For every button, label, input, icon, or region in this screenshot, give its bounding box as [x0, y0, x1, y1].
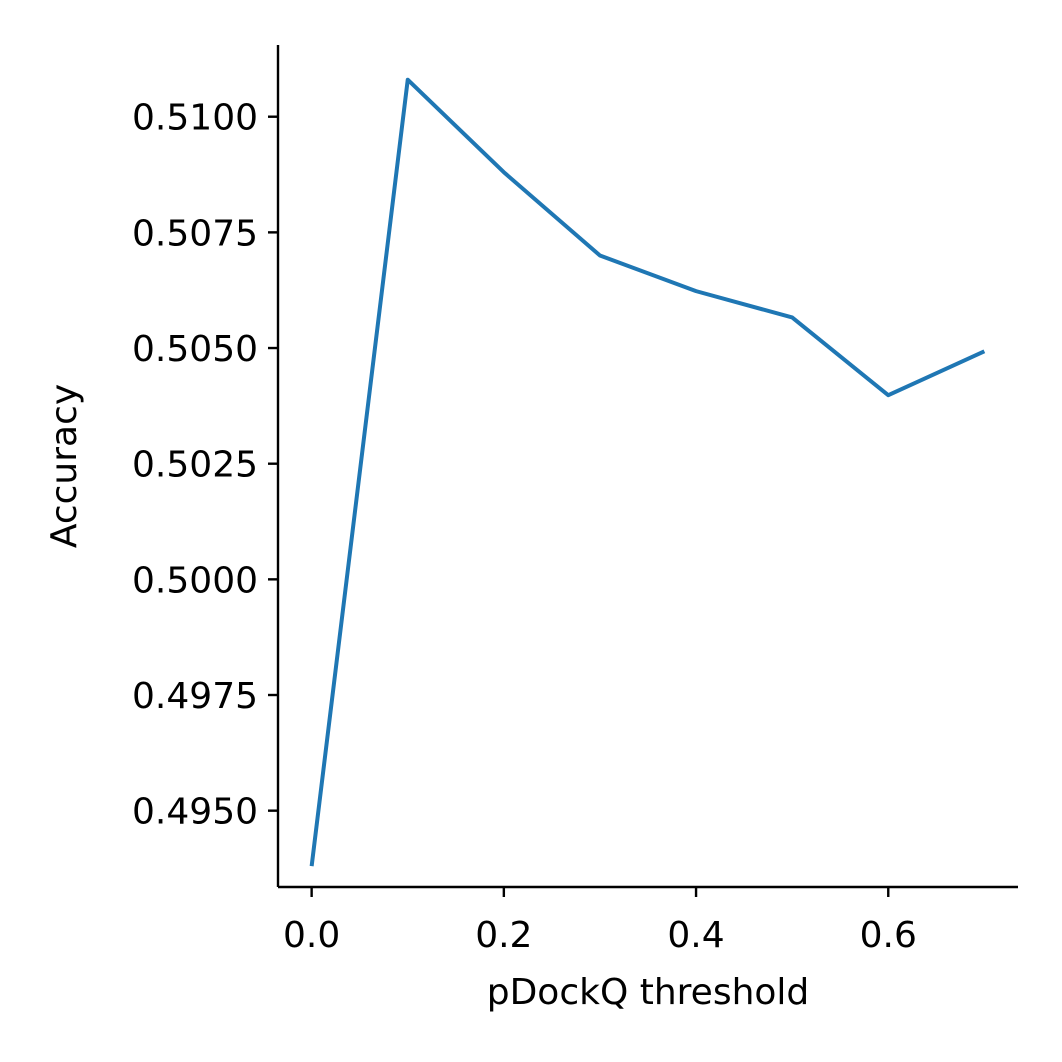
plot-area	[309, 77, 986, 867]
y-tick-label: 0.5050	[132, 329, 258, 370]
x-axis-label: pDockQ threshold	[487, 972, 810, 1013]
y-tick-label: 0.5025	[132, 445, 258, 486]
series-line	[309, 77, 986, 867]
y-tick-label: 0.5000	[132, 560, 258, 601]
y-axis-label: Accuracy	[44, 384, 85, 548]
x-tick-label: 0.2	[475, 915, 532, 956]
x-tick-label: 0.0	[283, 915, 340, 956]
y-tick-label: 0.5075	[132, 213, 258, 254]
y-tick-label: 0.4975	[132, 676, 258, 717]
x-tick-label: 0.6	[860, 915, 917, 956]
y-tick-label: 0.5100	[132, 98, 258, 139]
x-tick-label: 0.4	[667, 915, 724, 956]
y-axis-ticks: 0.4950 0.4975 0.5000 0.5025 0.5050 0.5075 0.51…	[132, 98, 278, 833]
y-tick-label: 0.4950	[132, 792, 258, 833]
x-axis-ticks: 0.0 0.2 0.4 0.6	[283, 887, 917, 956]
